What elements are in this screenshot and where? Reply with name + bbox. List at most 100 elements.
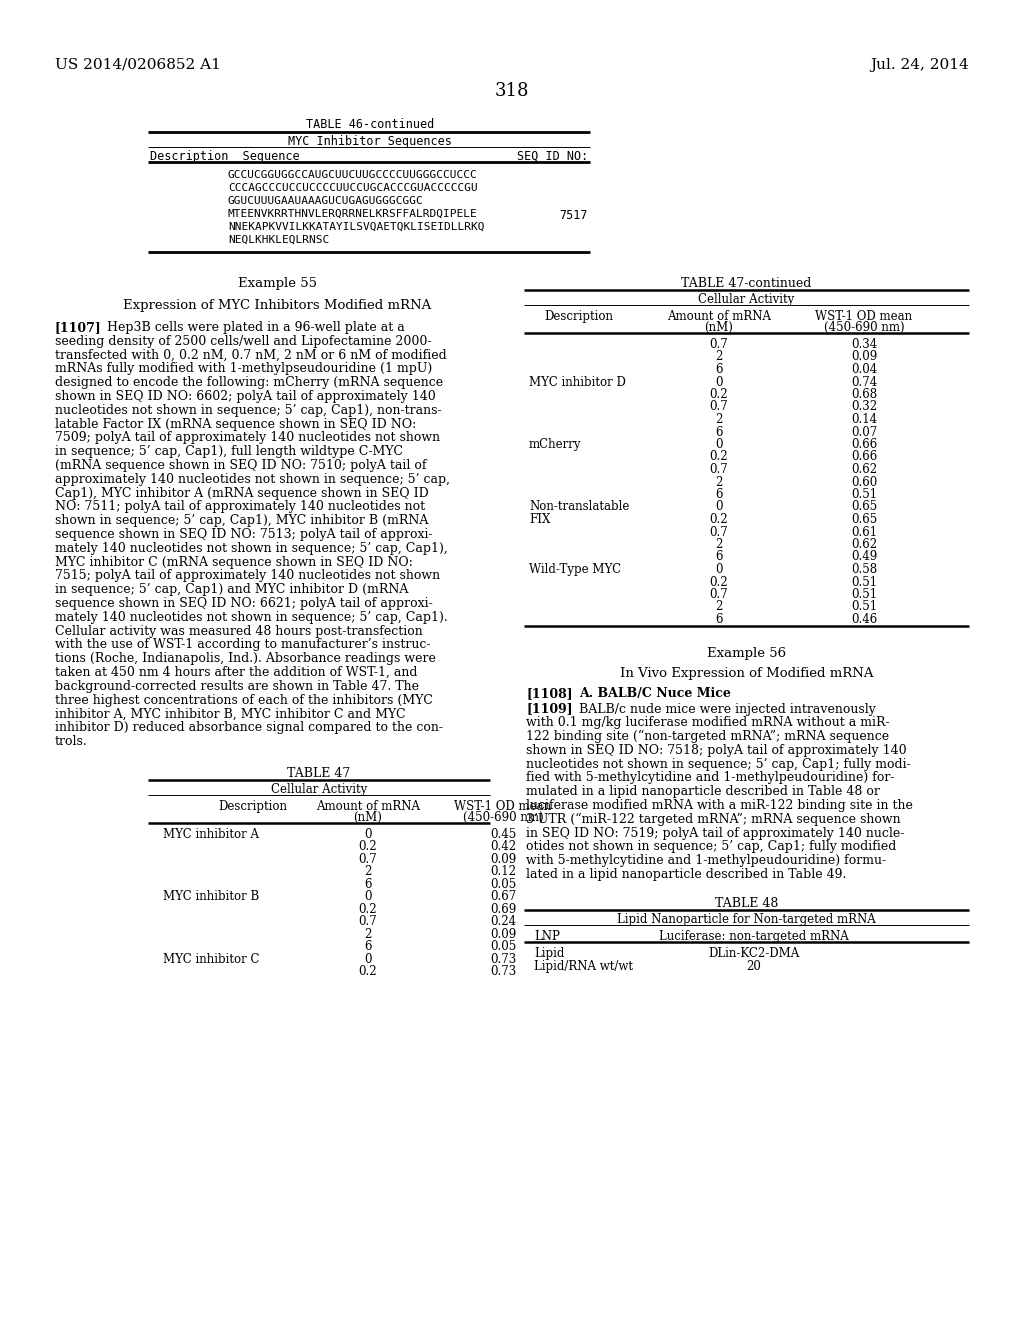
Text: 6: 6 (715, 488, 723, 502)
Text: Amount of mRNA: Amount of mRNA (667, 310, 771, 323)
Text: Luciferase: non-targeted mRNA: Luciferase: non-targeted mRNA (659, 929, 849, 942)
Text: sequence shown in SEQ ID NO: 6621; polyA tail of approxi-: sequence shown in SEQ ID NO: 6621; polyA… (55, 597, 433, 610)
Text: MYC inhibitor D: MYC inhibitor D (529, 375, 626, 388)
Text: WST-1 OD mean: WST-1 OD mean (455, 800, 552, 813)
Text: sequence shown in SEQ ID NO: 7513; polyA tail of approxi-: sequence shown in SEQ ID NO: 7513; polyA… (55, 528, 432, 541)
Text: 6: 6 (715, 363, 723, 376)
Text: (nM): (nM) (353, 810, 382, 824)
Text: Cellular Activity: Cellular Activity (271, 783, 368, 796)
Text: Jul. 24, 2014: Jul. 24, 2014 (870, 58, 969, 73)
Text: shown in SEQ ID NO: 6602; polyA tail of approximately 140: shown in SEQ ID NO: 6602; polyA tail of … (55, 389, 436, 403)
Text: in sequence; 5’ cap, Cap1), full length wildtype C-MYC: in sequence; 5’ cap, Cap1), full length … (55, 445, 403, 458)
Text: [1109]: [1109] (526, 702, 572, 715)
Text: Lipid: Lipid (534, 946, 564, 960)
Text: Cellular activity was measured 48 hours post-transfection: Cellular activity was measured 48 hours … (55, 624, 423, 638)
Text: 0.2: 0.2 (358, 841, 377, 853)
Text: 2: 2 (716, 413, 723, 426)
Text: 0.2: 0.2 (710, 388, 728, 401)
Text: 0.2: 0.2 (710, 513, 728, 525)
Text: MYC inhibitor C (mRNA sequence shown in SEQ ID NO:: MYC inhibitor C (mRNA sequence shown in … (55, 556, 413, 569)
Text: 0.61: 0.61 (851, 525, 878, 539)
Text: 2: 2 (365, 866, 372, 878)
Text: 0: 0 (715, 564, 723, 576)
Text: 0.65: 0.65 (851, 500, 878, 513)
Text: 2: 2 (365, 928, 372, 941)
Text: 0.67: 0.67 (489, 890, 516, 903)
Text: 0.7: 0.7 (358, 915, 378, 928)
Text: MTEENVKRRTHNVLERQRRNELKRSFFALRDQIPELE: MTEENVKRRTHNVLERQRRNELKRSFFALRDQIPELE (228, 209, 478, 219)
Text: 6: 6 (365, 878, 372, 891)
Text: 0.07: 0.07 (851, 425, 878, 438)
Text: mRNAs fully modified with 1-methylpseudouridine (1 mpU): mRNAs fully modified with 1-methylpseudo… (55, 363, 432, 375)
Text: 0.05: 0.05 (489, 878, 516, 891)
Text: mately 140 nucleotides not shown in sequence; 5’ cap, Cap1),: mately 140 nucleotides not shown in sequ… (55, 541, 447, 554)
Text: seeding density of 2500 cells/well and Lipofectamine 2000-: seeding density of 2500 cells/well and L… (55, 335, 431, 347)
Text: 0.2: 0.2 (358, 965, 377, 978)
Text: Cap1), MYC inhibitor A (mRNA sequence shown in SEQ ID: Cap1), MYC inhibitor A (mRNA sequence sh… (55, 487, 429, 499)
Text: 0.7: 0.7 (710, 338, 728, 351)
Text: inhibitor A, MYC inhibitor B, MYC inhibitor C and MYC: inhibitor A, MYC inhibitor B, MYC inhibi… (55, 708, 406, 721)
Text: fied with 5-methylcytidine and 1-methylpeudouridine) for-: fied with 5-methylcytidine and 1-methylp… (526, 771, 895, 784)
Text: approximately 140 nucleotides not shown in sequence; 5’ cap,: approximately 140 nucleotides not shown … (55, 473, 450, 486)
Text: 0.51: 0.51 (851, 576, 878, 589)
Text: background-corrected results are shown in Table 47. The: background-corrected results are shown i… (55, 680, 419, 693)
Text: MYC inhibitor A: MYC inhibitor A (163, 828, 259, 841)
Text: trols.: trols. (55, 735, 88, 748)
Text: In Vivo Expression of Modified mRNA: In Vivo Expression of Modified mRNA (620, 668, 873, 681)
Text: 0.24: 0.24 (489, 915, 516, 928)
Text: GCCUCGGUGGCCAUGCUUCUUGCCCCUUGGGCCUCCC: GCCUCGGUGGCCAUGCUUCUUGCCCCUUGGGCCUCCC (228, 170, 478, 180)
Text: MYC inhibitor C: MYC inhibitor C (163, 953, 259, 966)
Text: Expression of MYC Inhibitors Modified mRNA: Expression of MYC Inhibitors Modified mR… (123, 300, 431, 312)
Text: 0.65: 0.65 (851, 513, 878, 525)
Text: 0.7: 0.7 (710, 400, 728, 413)
Text: 318: 318 (495, 82, 529, 100)
Text: (450-690 nm): (450-690 nm) (463, 810, 544, 824)
Text: 0: 0 (715, 375, 723, 388)
Text: 0.68: 0.68 (851, 388, 878, 401)
Text: 0.58: 0.58 (851, 564, 878, 576)
Text: nucleotides not shown in sequence; 5’ cap, Cap1; fully modi-: nucleotides not shown in sequence; 5’ ca… (526, 758, 910, 771)
Text: transfected with 0, 0.2 nM, 0.7 nM, 2 nM or 6 nM of modified: transfected with 0, 0.2 nM, 0.7 nM, 2 nM… (55, 348, 446, 362)
Text: 0.34: 0.34 (851, 338, 878, 351)
Text: 0: 0 (365, 953, 372, 966)
Text: 6: 6 (715, 425, 723, 438)
Text: 0.2: 0.2 (358, 903, 377, 916)
Text: 0.09: 0.09 (851, 351, 878, 363)
Text: 0: 0 (365, 890, 372, 903)
Text: with the use of WST-1 according to manufacturer’s instruc-: with the use of WST-1 according to manuf… (55, 639, 430, 651)
Text: in SEQ ID NO: 7519; polyA tail of approximately 140 nucle-: in SEQ ID NO: 7519; polyA tail of approx… (526, 826, 904, 840)
Text: 0.7: 0.7 (710, 463, 728, 477)
Text: Example 55: Example 55 (238, 277, 316, 290)
Text: 0.74: 0.74 (851, 375, 878, 388)
Text: LNP: LNP (534, 929, 560, 942)
Text: 0.46: 0.46 (851, 612, 878, 626)
Text: 0.7: 0.7 (358, 853, 378, 866)
Text: NEQLKHKLEQLRNSC: NEQLKHKLEQLRNSC (228, 235, 330, 246)
Text: 0.69: 0.69 (489, 903, 516, 916)
Text: designed to encode the following: mCherry (mRNA sequence: designed to encode the following: mCherr… (55, 376, 443, 389)
Text: with 5-methylcytidine and 1-methylpeudouridine) formu-: with 5-methylcytidine and 1-methylpeudou… (526, 854, 886, 867)
Text: 0: 0 (715, 438, 723, 451)
Text: 0.12: 0.12 (490, 866, 516, 878)
Text: 6: 6 (715, 550, 723, 564)
Text: shown in sequence; 5’ cap, Cap1), MYC inhibitor B (mRNA: shown in sequence; 5’ cap, Cap1), MYC in… (55, 515, 428, 527)
Text: mCherry: mCherry (529, 438, 582, 451)
Text: NO: 7511; polyA tail of approximately 140 nucleotides not: NO: 7511; polyA tail of approximately 14… (55, 500, 425, 513)
Text: 0.7: 0.7 (710, 525, 728, 539)
Text: NNEKAPKVVILKKATAYILSVQAETQKLISEIDLLRKQ: NNEKAPKVVILKKATAYILSVQAETQKLISEIDLLRKQ (228, 222, 484, 232)
Text: 0.66: 0.66 (851, 450, 878, 463)
Text: 0.14: 0.14 (851, 413, 878, 426)
Text: 0.45: 0.45 (489, 828, 516, 841)
Text: CCCAGCCCUCCUCCCCUUCCUGCACCCGUACCCCCGU: CCCAGCCCUCCUCCCCUUCCUGCACCCGUACCCCCGU (228, 183, 478, 193)
Text: WST-1 OD mean: WST-1 OD mean (815, 310, 912, 323)
Text: 0.04: 0.04 (851, 363, 878, 376)
Text: (450-690 nm): (450-690 nm) (823, 321, 904, 334)
Text: TABLE 46-continued: TABLE 46-continued (306, 117, 434, 131)
Text: 2: 2 (716, 475, 723, 488)
Text: luciferase modified mRNA with a miR-122 binding site in the: luciferase modified mRNA with a miR-122 … (526, 799, 912, 812)
Text: MYC inhibitor B: MYC inhibitor B (163, 890, 259, 903)
Text: with 0.1 mg/kg luciferase modified mRNA without a miR-: with 0.1 mg/kg luciferase modified mRNA … (526, 717, 890, 729)
Text: lated in a lipid nanoparticle described in Table 49.: lated in a lipid nanoparticle described … (526, 869, 847, 880)
Text: 6: 6 (715, 612, 723, 626)
Text: 0: 0 (715, 500, 723, 513)
